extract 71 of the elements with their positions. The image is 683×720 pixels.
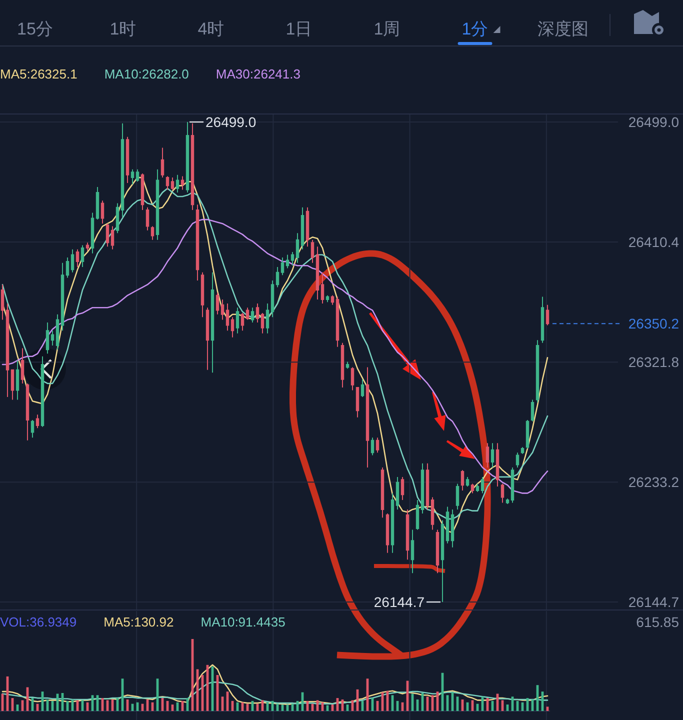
text: 深度图: [538, 20, 588, 38]
text: MA5:26325.1: [0, 66, 78, 82]
candlestick: [226, 303, 230, 332]
candlestick: [16, 360, 20, 400]
text: 1日: [286, 20, 312, 38]
candlestick: [180, 176, 184, 190]
text: MA10:91.4435: [200, 614, 286, 630]
y-tick-label: 26410.4: [628, 234, 680, 250]
candlestick: [170, 177, 174, 190]
candlestick: [150, 226, 154, 240]
candlestick: [376, 437, 380, 454]
candlestick: [50, 330, 54, 346]
text: 4时: [198, 20, 224, 38]
text: MA5:130.92: [104, 614, 174, 630]
candlestick: [486, 442, 490, 468]
line-series: [2, 218, 548, 494]
text: MA30:26241.3: [216, 66, 300, 82]
candlestick: [130, 168, 134, 185]
candlestick: [266, 303, 270, 334]
annotation: 26144.7: [374, 594, 425, 610]
candlestick: [210, 272, 214, 374]
candlestick: [236, 307, 240, 334]
candlestick: [346, 361, 350, 370]
annotation: 26499.0: [206, 114, 256, 130]
candlestick: [296, 232, 300, 264]
candlestick: [166, 176, 170, 190]
candlestick: [206, 307, 210, 370]
text: 615.85: [636, 614, 680, 630]
ref-line-label: 26350.2: [628, 316, 680, 332]
candlestick: [520, 446, 524, 454]
candlestick: [516, 452, 520, 468]
candlestick: [46, 322, 50, 354]
candlestick: [20, 348, 24, 384]
candlestick: [0, 284, 4, 320]
candlestick: [136, 168, 140, 182]
candlestick: [320, 272, 324, 304]
y-tick-label: 26499.0: [628, 114, 680, 130]
candlestick: [476, 483, 480, 492]
candlestick: [466, 476, 470, 487]
candlestick: [506, 498, 510, 505]
text: 15分: [17, 20, 53, 38]
candlestick: [366, 366, 370, 468]
candlestick: [286, 254, 290, 269]
candlestick: [30, 420, 34, 438]
candlestick: [290, 252, 294, 266]
text: VOL:36.9349: [0, 614, 77, 630]
y-tick-label: 26321.8: [628, 354, 680, 370]
y-tick-label: 26144.7: [628, 594, 680, 610]
text: 1分: [462, 20, 488, 38]
candlestick: [256, 303, 260, 324]
candlestick: [86, 242, 90, 252]
text: 1时: [110, 20, 136, 38]
candlestick: [36, 414, 40, 429]
candlestick: [176, 174, 180, 193]
candlestick: [76, 248, 80, 268]
candlestick: [500, 483, 504, 504]
candlestick: [440, 520, 444, 603]
text: MA10:26282.0: [104, 66, 189, 82]
candlestick: [230, 316, 234, 338]
candlestick: [470, 483, 474, 494]
candlestick: [220, 298, 224, 320]
text: 1周: [374, 20, 400, 38]
candlestick: [160, 147, 164, 178]
candlestick: [26, 382, 30, 441]
candlestick: [250, 307, 254, 324]
candlestick: [280, 256, 284, 276]
candlestick: [410, 529, 414, 574]
y-tick-label: 26233.2: [628, 474, 680, 490]
candlestick: [276, 266, 280, 288]
candlestick: [490, 442, 494, 468]
candlestick: [326, 294, 330, 303]
